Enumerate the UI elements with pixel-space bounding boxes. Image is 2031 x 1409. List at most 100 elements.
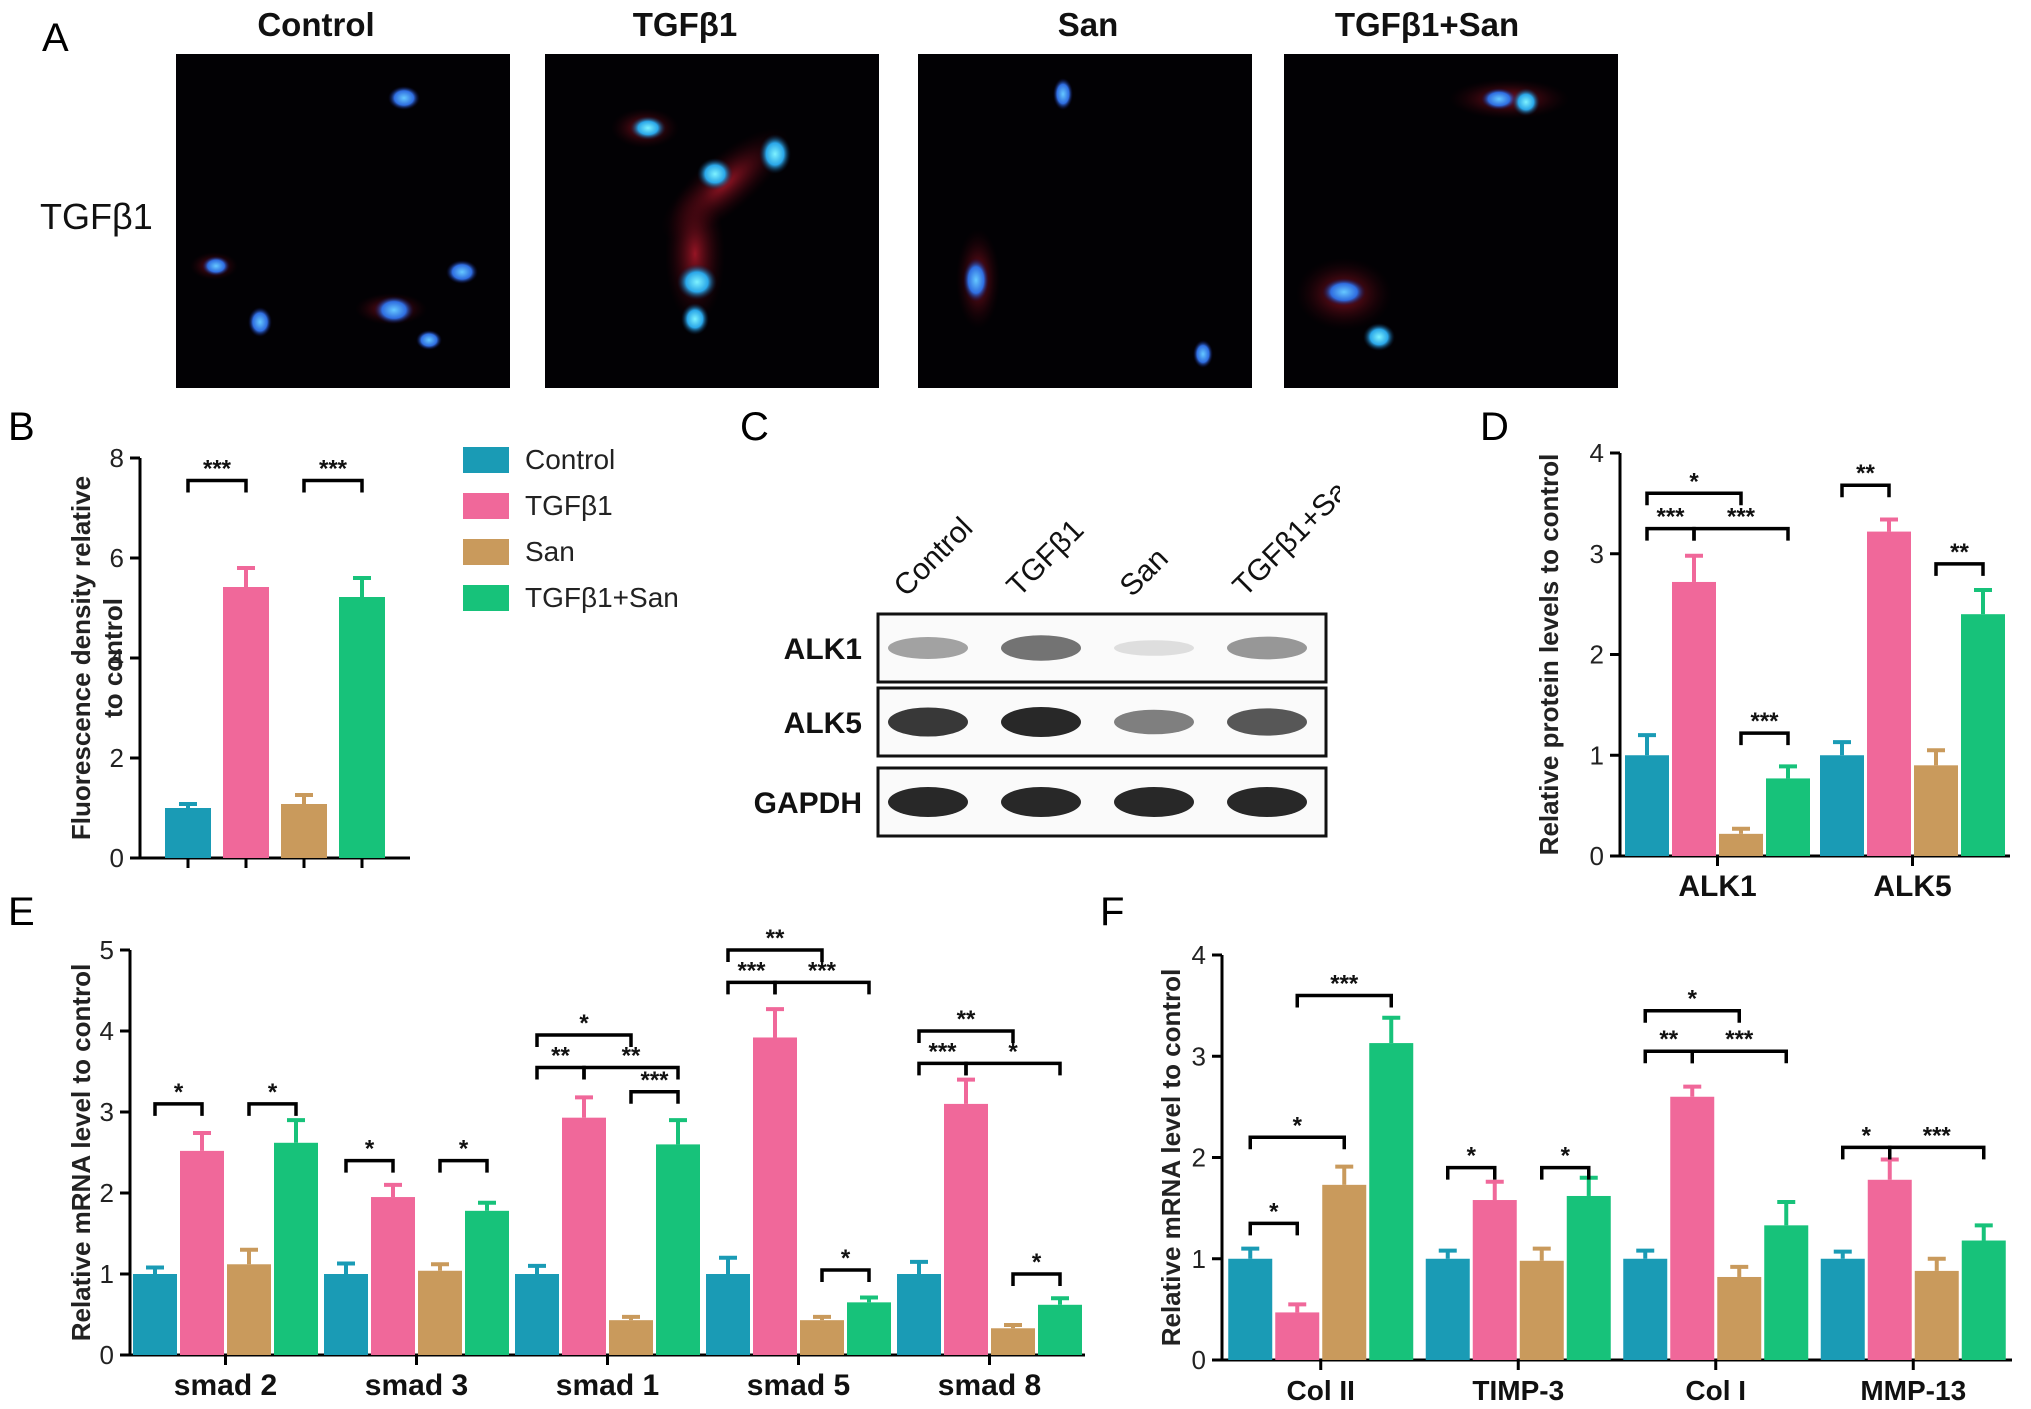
bar — [180, 1150, 224, 1355]
micrograph-san — [918, 54, 1252, 388]
y-tick-label: 4 — [1590, 438, 1604, 468]
significance-label: *** — [1725, 1026, 1754, 1053]
significance-label: ** — [957, 1006, 976, 1033]
significance-label: *** — [1750, 708, 1779, 735]
bar — [800, 1320, 844, 1355]
significance-label: * — [579, 1010, 589, 1037]
bar — [515, 1274, 559, 1355]
y-tick-label: 8 — [110, 443, 124, 473]
western-blot: Control TGFβ1 San TGFβ1+San ALK1 ALK5 GAPDH — [754, 463, 1340, 838]
micrograph-caption-tgfb1: TGFβ1 — [632, 6, 738, 43]
significance-label: * — [174, 1079, 184, 1106]
significance-bracket — [1295, 993, 1393, 1008]
y-tick-label: 1 — [100, 1259, 114, 1289]
blot-band — [1227, 708, 1307, 736]
bar — [1625, 755, 1669, 856]
bar — [339, 597, 385, 858]
significance-label: * — [365, 1136, 375, 1163]
y-tick-label: 6 — [110, 543, 124, 573]
bar — [227, 1264, 271, 1355]
x-category-label: smad 3 — [365, 1369, 468, 1402]
micrograph-caption-san: San — [1057, 6, 1119, 43]
bar — [1717, 1276, 1762, 1360]
bar — [1038, 1304, 1082, 1355]
x-category-label: smad 1 — [556, 1369, 659, 1402]
significance-label: *** — [640, 1067, 669, 1094]
bar — [281, 804, 327, 858]
bar — [1914, 765, 1958, 856]
legend-label: TGFβ1+San — [525, 582, 679, 613]
significance-bracket — [247, 1102, 298, 1116]
bar — [165, 808, 211, 858]
blot-band — [888, 707, 968, 737]
blot-band — [888, 637, 968, 659]
y-tick-label: 2 — [1590, 640, 1604, 670]
blot-row-label: ALK1 — [784, 633, 862, 666]
y-axis-label: Fluorescence density relative — [66, 476, 96, 840]
lane-label: TGFβ1+San — [1227, 463, 1340, 603]
legend-swatch-tgfb1-san — [463, 585, 509, 611]
legend-swatch-tgfb1 — [463, 493, 509, 519]
bar — [753, 1037, 797, 1355]
y-tick-label: 0 — [110, 843, 124, 873]
significance-label: ** — [622, 1042, 641, 1069]
significance-bracket — [582, 1065, 680, 1080]
bar — [1670, 1096, 1715, 1360]
significance-label: * — [1689, 468, 1699, 495]
bar — [1820, 755, 1864, 856]
significance-bracket — [1888, 1145, 1986, 1160]
y-tick-label: 3 — [1590, 539, 1604, 569]
significance-bracket — [820, 1268, 871, 1282]
legend-item-tgfb1-san: TGFβ1+San — [463, 575, 679, 621]
significance-bracket — [1934, 562, 1985, 576]
significance-bracket — [302, 478, 364, 493]
bar — [706, 1274, 750, 1355]
blot-row-label: ALK5 — [784, 707, 862, 740]
significance-bracket — [629, 1090, 680, 1104]
y-tick-label: 2 — [110, 743, 124, 773]
significance-label: * — [1467, 1143, 1477, 1170]
y-tick-label: 3 — [1192, 1041, 1206, 1071]
significance-bracket — [1692, 526, 1790, 541]
bar — [465, 1210, 509, 1355]
bar — [1961, 1240, 2006, 1360]
significance-bracket — [1540, 1165, 1591, 1180]
bar — [1472, 1200, 1517, 1360]
bar — [1914, 1270, 1959, 1360]
blot-band — [888, 787, 968, 817]
bar — [847, 1302, 891, 1355]
bar — [1766, 778, 1810, 856]
significance-label: *** — [319, 456, 348, 483]
bar — [1764, 1225, 1809, 1360]
significance-label: ** — [766, 925, 785, 952]
significance-label: * — [459, 1136, 469, 1163]
bar — [656, 1144, 700, 1355]
panel-letter-c: C — [740, 405, 769, 449]
significance-bracket — [535, 1033, 633, 1048]
significance-label: * — [1561, 1143, 1571, 1170]
significance-bracket — [1446, 1165, 1497, 1180]
significance-bracket — [1840, 483, 1891, 498]
micrograph-caption-tgfb1-san: TGFβ1+San — [1334, 6, 1520, 43]
significance-label: * — [1293, 1112, 1303, 1139]
y-tick-label: 0 — [1590, 841, 1604, 871]
x-category-label: smad 2 — [174, 1369, 277, 1402]
y-axis-label: Relative mRNA level to control — [1156, 969, 1186, 1347]
panel-letter-a: A — [42, 16, 69, 60]
y-tick-label: 1 — [1192, 1244, 1206, 1274]
bar — [418, 1270, 462, 1355]
bar — [324, 1274, 368, 1355]
y-tick-label: 2 — [100, 1178, 114, 1208]
chart-b: 0 2 4 6 8 Fluorescence density relative to con… — [66, 443, 410, 873]
micrograph-tgfb1-san — [1284, 54, 1618, 388]
y-tick-label: 2 — [1192, 1143, 1206, 1173]
significance-label: * — [1008, 1038, 1018, 1065]
blot-band — [1227, 787, 1307, 817]
significance-bracket — [1011, 1272, 1062, 1286]
y-axis-label: to control — [98, 598, 128, 718]
blot-band — [1114, 787, 1194, 817]
bar — [1867, 1179, 1912, 1360]
legend-item-control: Control — [463, 437, 679, 483]
x-category-label: MMP-13 — [1860, 1375, 1966, 1406]
